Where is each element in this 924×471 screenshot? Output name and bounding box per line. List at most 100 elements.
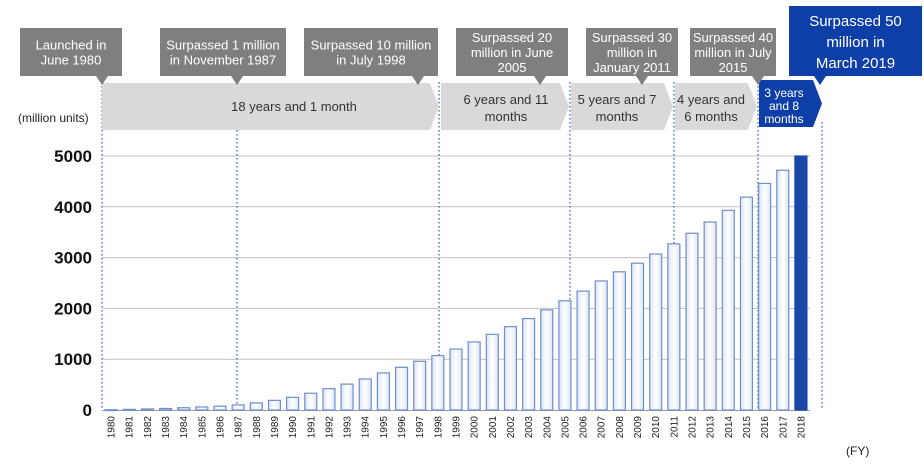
callout-box [160,28,286,76]
interval-label: 3 years and 8 months [764,86,803,126]
bar [413,360,427,411]
milestone-label: Launched in June 1980 [36,38,107,68]
bar [703,221,717,411]
bar [122,408,136,411]
bar [322,388,336,411]
bar [576,290,590,411]
y-tick-label: 4000 [54,198,92,217]
x-tick-label: 2005 [560,416,571,439]
bar [158,407,173,411]
bar [503,326,518,411]
callout-pointer [534,76,546,85]
x-tick-label: 1985 [197,416,208,439]
x-tick-label: 1984 [179,416,190,439]
y-axis: 0 1000 2000 3000 4000 5000 [54,147,92,420]
bars [104,155,808,412]
x-tick-label: 2001 [488,416,499,439]
y-tick-label: 3000 [54,249,92,268]
x-tick-label: 2007 [597,416,608,439]
y-tick-label: 0 [83,401,92,420]
x-tick-label: 1999 [452,416,463,439]
bar [304,392,318,411]
milestone-label: Surpassed 20 million in June 2005 [471,30,553,75]
milestone-callout: Launched in June 1980 [20,28,122,85]
bar [140,408,154,411]
bar [522,317,536,411]
callout-box [789,6,922,76]
x-tick-label: 1996 [397,416,408,439]
x-tick-label: 2009 [633,416,644,439]
x-tick-label: 1997 [415,416,426,439]
callout-pointer [231,76,243,85]
x-tick-label: 2012 [688,416,699,439]
callout-box [690,28,776,76]
x-tick-label: 2014 [724,416,735,439]
x-tick-label: 1992 [324,416,335,439]
bar [376,372,390,411]
interval-label: 18 years and 1 month [231,99,357,114]
x-tick-label: 1995 [379,416,390,439]
bar [667,243,681,411]
bar [267,399,282,411]
milestone-label: Surpassed 40 million in July 2015 [693,30,773,75]
y-tick-label: 2000 [54,299,92,318]
bar [431,355,445,411]
bar [649,253,663,411]
bar [612,271,626,411]
callout-box [456,28,568,76]
bar [794,155,808,411]
x-tick-label: 2010 [651,416,662,439]
milestone-callouts: Launched in June 1980 Surpassed 1 million i… [20,6,922,85]
bar [340,383,354,411]
x-tick-label: 2000 [470,416,481,439]
x-tick-label: 2006 [579,416,590,439]
callout-pointer [412,76,424,85]
interval-label: 6 years and 11 months [463,92,548,124]
bar [485,333,499,411]
callout-pointer [96,76,108,85]
x-tick-label: 2017 [778,416,789,439]
bar [630,262,645,411]
x-tick-label: 1983 [161,416,172,439]
x-tick-label: 2011 [669,416,680,438]
x-tick-label: 2015 [742,416,753,439]
bar [231,404,245,411]
x-tick-label: 2003 [524,416,535,439]
bar [467,341,481,411]
callout-box [586,28,678,76]
x-tick-label: 1982 [143,416,154,439]
x-tick-label: 1989 [270,416,281,439]
x-tick-label: 1980 [107,416,118,439]
callout-box [20,28,122,76]
interval-arrow [441,83,569,130]
x-tick-label: 2018 [796,416,807,439]
bar [540,309,554,411]
milestone-callout: Surpassed 40 million in July 2015 [690,28,776,85]
milestone-label: Surpassed 30 million in January 2011 [592,30,672,75]
milestone-callout: Surpassed 1 million in November 1987 [160,28,286,85]
bar [286,396,300,411]
callout-box [304,28,438,76]
x-tick-label: 1987 [234,416,245,439]
bar [776,169,790,411]
x-tick-label: 1991 [306,416,317,439]
bar [558,300,572,411]
y-axis-label: (million units) [18,111,89,125]
bar [358,378,372,411]
callout-pointer [814,76,826,85]
milestone-label: Surpassed 1 million in November 1987 [166,38,279,68]
bar [739,196,754,411]
x-tick-label: 2004 [542,416,553,439]
x-tick-label: 1986 [216,416,227,439]
interval-arrow [102,83,439,130]
x-axis: 1980 1981 1982 1983 1984 1985 1986 1987 1988 1989… [107,416,808,439]
bar [213,405,227,411]
x-tick-label: 1998 [433,416,444,439]
bar [685,232,699,411]
x-tick-label: 2008 [615,416,626,439]
x-tick-label: 1994 [361,416,372,439]
bar [721,209,735,411]
milestone-callout: Surpassed 20 million in June 2005 [456,28,568,85]
y-tick-label: 1000 [54,350,92,369]
